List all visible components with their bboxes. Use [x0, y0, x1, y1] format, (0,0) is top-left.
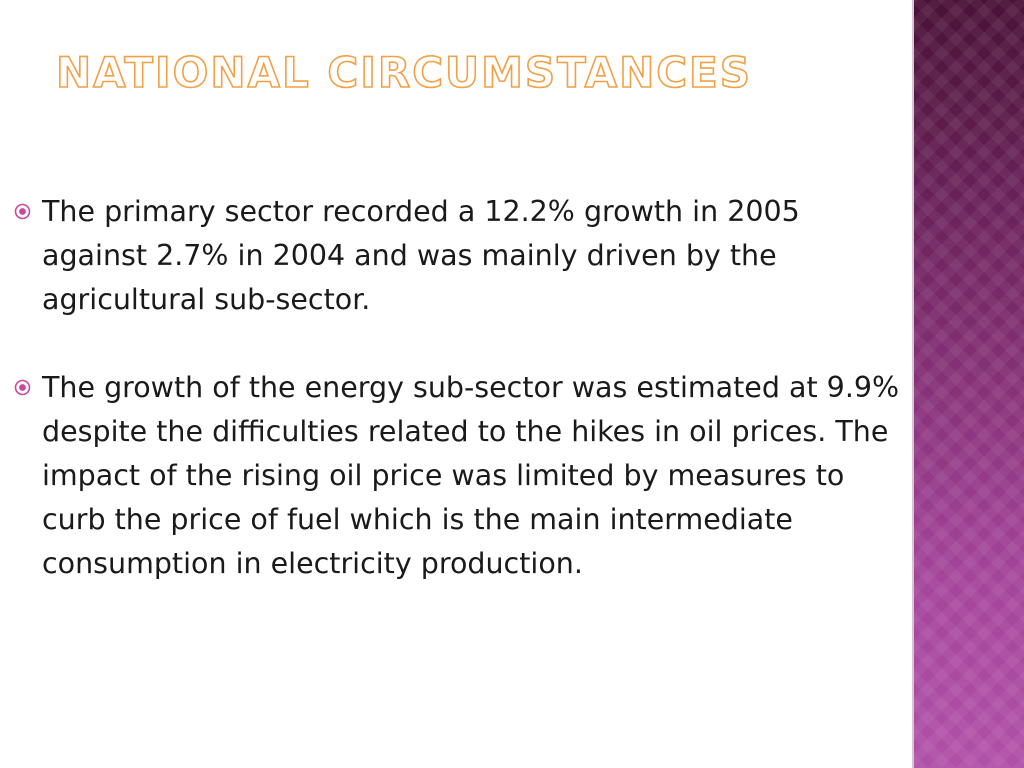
slide-body: The primary sector recorded a 12.2% grow…	[14, 190, 906, 630]
slide-title: National Circumstances	[55, 48, 752, 97]
bullet-text: The growth of the energy sub-sector was …	[42, 371, 900, 580]
circle-dot-bullet-icon	[14, 379, 31, 396]
bullet-item: The growth of the energy sub-sector was …	[14, 366, 906, 586]
circle-dot-bullet-icon	[14, 203, 31, 220]
bullet-item: The primary sector recorded a 12.2% grow…	[14, 190, 906, 322]
bullet-text: The primary sector recorded a 12.2% grow…	[42, 195, 800, 316]
decorative-side-band	[912, 0, 1024, 768]
